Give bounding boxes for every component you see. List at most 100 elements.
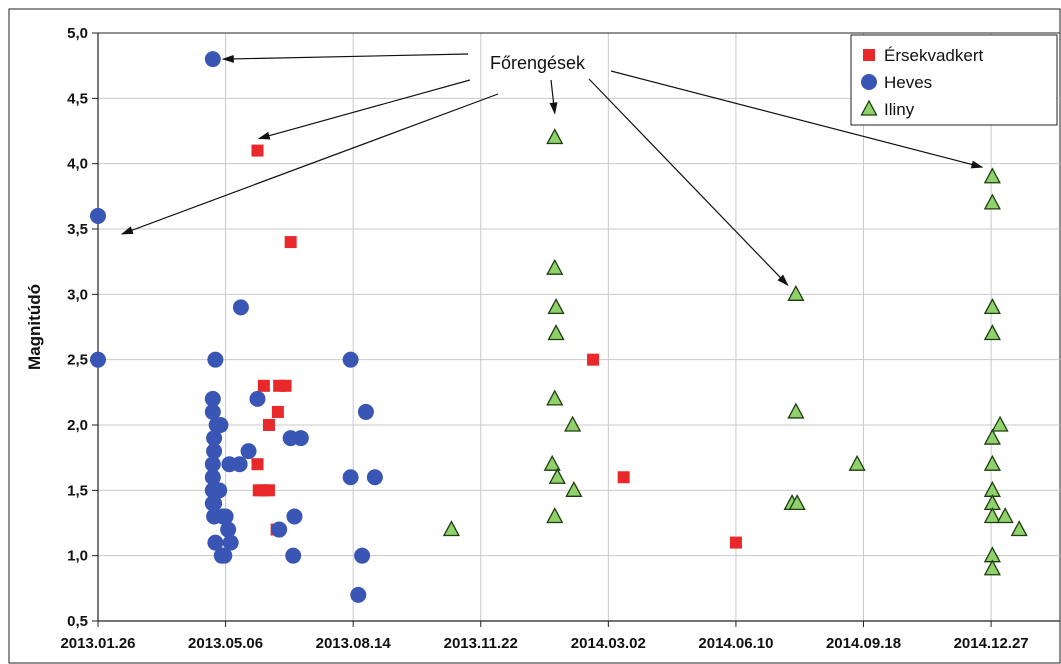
data-point-triangle	[546, 507, 564, 524]
data-point-square	[262, 419, 275, 431]
data-point-circle	[206, 443, 223, 460]
data-point-triangle	[543, 454, 561, 471]
data-point-circle	[232, 299, 249, 316]
annotation-arrow	[221, 53, 469, 63]
data-point-circle	[204, 469, 221, 486]
data-point-circle	[271, 521, 288, 538]
data-point-circle	[222, 534, 239, 551]
data-point-circle	[366, 469, 383, 486]
x-tick-label: 2014.09.18	[826, 635, 901, 652]
x-tick-label: 2014.03.02	[571, 635, 646, 652]
data-point-circle	[350, 586, 367, 603]
data-point-circle	[217, 508, 234, 525]
annotation-arrows	[120, 53, 984, 287]
legend-label: Iliny	[884, 100, 915, 119]
data-point-square	[617, 471, 630, 484]
annotation-arrow	[257, 79, 471, 140]
legend-marker-square	[863, 49, 875, 61]
y-tick-label: 5,0	[67, 25, 88, 42]
data-point-circle	[206, 495, 223, 512]
data-point-triangle	[983, 324, 1001, 341]
y-tick-label: 1,0	[67, 548, 88, 565]
data-point-circle	[357, 403, 374, 420]
data-point-circle	[204, 51, 221, 68]
data-point-triangle	[1010, 520, 1028, 537]
data-point-triangle	[991, 415, 1009, 432]
data-point-triangle	[546, 128, 564, 145]
data-point-triangle	[547, 298, 565, 315]
y-tick-label: 4,0	[67, 156, 88, 173]
annotation-arrow	[610, 70, 984, 169]
axes: 2013.01.26 2013.05.06 2013.08.14 2013.11.22…	[60, 25, 1060, 652]
data-point-triangle	[548, 467, 566, 484]
data-point-circle	[207, 534, 224, 551]
annotation-arrow	[120, 93, 499, 235]
y-tick-label: 1,5	[67, 482, 88, 499]
data-point-circle	[204, 456, 221, 473]
x-tick-label: 2013.05.06	[188, 635, 263, 652]
data-point-triangle	[983, 507, 1001, 524]
data-point-square	[729, 536, 742, 549]
annotation-arrow	[588, 78, 789, 287]
series-circle	[90, 51, 383, 603]
data-point-circle	[216, 547, 233, 564]
x-tick-label: 2013.08.14	[316, 635, 392, 652]
data-point-circle	[207, 351, 224, 368]
legend-box	[850, 34, 1058, 126]
data-point-square	[251, 458, 264, 471]
data-point-triangle	[983, 193, 1001, 210]
data-point-triangle	[983, 298, 1001, 315]
data-point-triangle	[983, 559, 1001, 576]
y-tick-label: 2,0	[67, 417, 88, 434]
data-point-triangle	[983, 428, 1001, 445]
data-point-triangle	[996, 507, 1014, 524]
data-point-circle	[342, 469, 359, 486]
data-point-triangle	[546, 258, 564, 275]
data-point-square	[279, 379, 292, 392]
data-point-square	[251, 144, 264, 157]
data-point-circle	[204, 390, 221, 407]
data-point-circle	[90, 207, 106, 224]
data-point-triangle	[787, 284, 805, 301]
data-point-triangle	[983, 167, 1001, 184]
legend-marker-circle	[861, 74, 877, 90]
data-point-triangle	[788, 494, 806, 511]
data-point-circle	[286, 508, 303, 525]
annotation-arrow	[549, 79, 558, 115]
data-point-square	[257, 379, 270, 392]
legend-label: Érsekvadkert	[884, 46, 983, 65]
data-point-circle	[285, 547, 302, 564]
data-point-circle	[220, 521, 237, 538]
x-tick-label: 2014.12.27	[954, 635, 1029, 652]
y-tick-label: 3,0	[67, 286, 88, 303]
data-point-square	[587, 353, 600, 366]
data-points	[90, 51, 1028, 603]
data-point-square	[262, 484, 275, 497]
data-point-triangle	[442, 520, 460, 537]
legend-marker-triangle	[860, 99, 878, 116]
data-point-triangle	[547, 324, 565, 341]
x-tick-label: 2013.11.22	[444, 635, 518, 652]
data-point-circle	[204, 403, 221, 420]
data-point-triangle	[983, 454, 1001, 471]
data-point-triangle	[787, 402, 805, 419]
legend-label: Heves	[884, 73, 932, 92]
data-point-circle	[231, 456, 248, 473]
data-point-triangle	[565, 480, 583, 497]
data-point-circle	[342, 351, 359, 368]
y-tick-label: 2,5	[67, 352, 88, 369]
data-point-circle	[240, 443, 257, 460]
data-point-circle	[249, 390, 266, 407]
data-point-triangle	[564, 415, 582, 432]
y-tick-label: 0,5	[67, 613, 88, 630]
annotation-label: Főrengések	[490, 53, 586, 73]
data-point-square	[271, 405, 284, 418]
data-point-circle	[90, 351, 106, 368]
data-point-circle	[206, 430, 223, 447]
data-point-circle	[212, 417, 229, 433]
legend: Érsekvadkert Heves Iliny	[850, 34, 1058, 126]
data-point-triangle	[546, 389, 564, 406]
data-point-circle	[211, 482, 228, 499]
